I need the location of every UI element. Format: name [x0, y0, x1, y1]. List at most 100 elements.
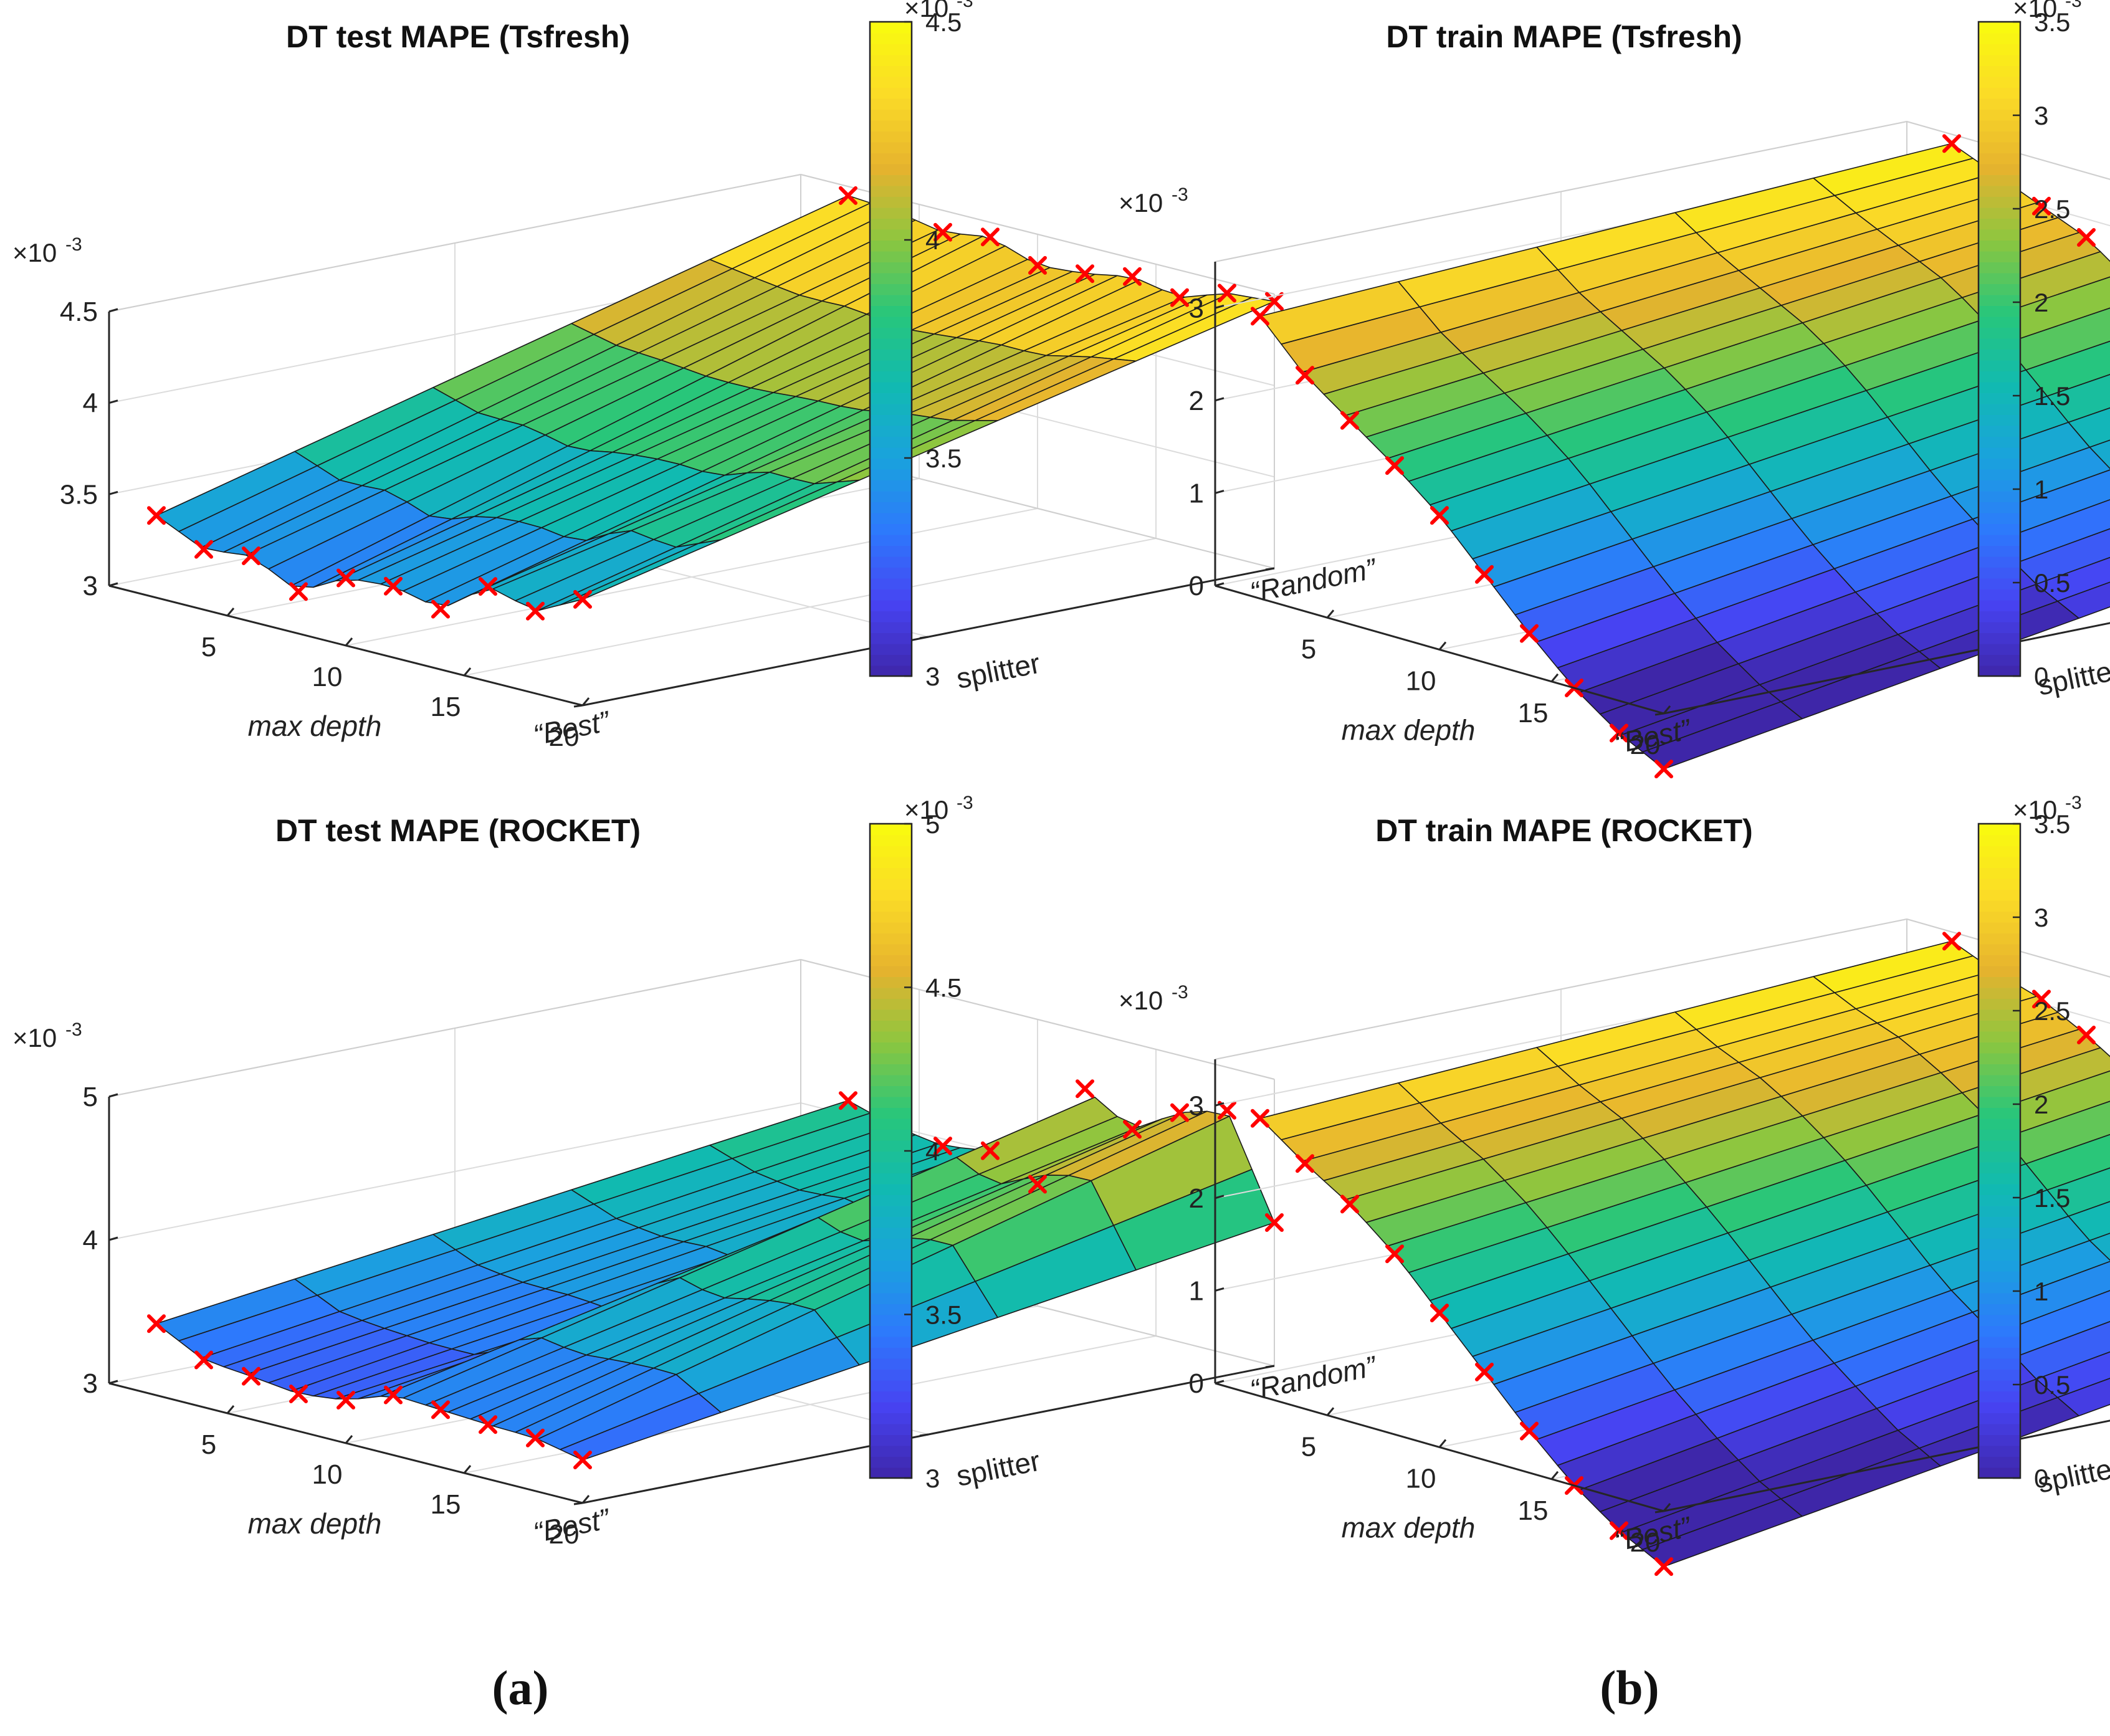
colorbar-segment [870, 665, 912, 677]
data-marker [1610, 723, 1628, 743]
colorbar-segment [1979, 1434, 2020, 1446]
colorbar-segment [870, 490, 912, 502]
marker-stroke [1265, 292, 1284, 311]
x-tick-label: 20 [1630, 1527, 1661, 1558]
colorbar-segment [1979, 1195, 2020, 1206]
marker-stroke [337, 1391, 355, 1409]
colorbar-tick-label: 1.5 [2034, 1183, 2070, 1213]
marker-stroke [839, 186, 857, 205]
colorbar-segment [870, 1140, 912, 1152]
colorbar-segment [870, 545, 912, 557]
x-tick-label: 10 [312, 662, 343, 692]
colorbar-tick-label: 2.5 [2034, 996, 2070, 1026]
colorbar-segment [1979, 1020, 2020, 1032]
x-tick-label: 20 [1630, 730, 1661, 760]
x-axis-label: max depth [1342, 714, 1476, 746]
box-edge [108, 959, 801, 1097]
data-marker [289, 582, 308, 601]
marker-stroke [2032, 196, 2051, 216]
colorbar-segment [870, 1042, 912, 1054]
marker-stroke [1610, 1521, 1628, 1540]
colorbar-segment [1979, 360, 2020, 371]
colorbar-segment [1979, 512, 2020, 524]
colorbar-segment [870, 458, 912, 470]
colorbar-segment [870, 523, 912, 535]
colorbar-segment [870, 867, 912, 879]
data-marker [337, 1391, 355, 1409]
x-tick [1550, 673, 1559, 682]
colorbar-segment [1979, 1314, 2020, 1326]
data-marker [1123, 1120, 1142, 1139]
colorbar-segment [1979, 556, 2020, 568]
colorbar-segment [1979, 1205, 2020, 1217]
data-marker [1265, 1213, 1284, 1232]
colorbar-segment [1979, 458, 2020, 470]
colorbar-segment [1979, 196, 2020, 208]
colorbar-segment [1979, 229, 2020, 241]
colorbar-segment [870, 349, 912, 361]
colorbar-segment [870, 1336, 912, 1348]
colorbar-tick-label: 3 [2034, 903, 2048, 932]
colorbar-segment [870, 933, 912, 945]
data-marker [1028, 255, 1047, 275]
data-marker [573, 1451, 592, 1469]
data-marker [1610, 1521, 1628, 1540]
y-tick [919, 636, 929, 639]
marker-stroke [431, 1400, 450, 1419]
colorbar-segment [870, 229, 912, 241]
data-marker [1942, 134, 1961, 153]
colorbar-segment [870, 305, 912, 317]
colorbar-segment [1979, 878, 2020, 890]
y-tick [1654, 1510, 1664, 1514]
data-marker [1076, 264, 1094, 284]
x-tick-label: 10 [1406, 666, 1436, 697]
z-tick-label: 3.5 [60, 479, 98, 510]
data-marker [1520, 1421, 1539, 1441]
colorbar-segment [870, 1347, 912, 1359]
colorbar-segment [870, 911, 912, 923]
colorbar-segment [1979, 1260, 2020, 1272]
colorbar-segment [1979, 98, 2020, 110]
z-tick [1215, 1287, 1224, 1292]
colorbar-segment [870, 643, 912, 655]
colorbar-segment [1979, 1445, 2020, 1457]
x-tick [581, 697, 590, 706]
colorbar-segment [1979, 44, 2020, 55]
colorbar-segment [1979, 163, 2020, 175]
colorbar-segment [870, 174, 912, 186]
colorbar-segment [870, 1216, 912, 1228]
colorbar-segment [870, 185, 912, 197]
colorbar-segment [1979, 911, 2020, 923]
markers [147, 1079, 1284, 1469]
colorbar-segment [870, 1249, 912, 1261]
colorbar-segment [1979, 534, 2020, 546]
colorbar-segment [870, 834, 912, 846]
marker-stroke [526, 601, 545, 621]
colorbar-frame [1977, 823, 2022, 1479]
x-tick [226, 1405, 235, 1414]
marker-stroke [431, 599, 450, 619]
colorbar-tick-label: 2 [2034, 1090, 2048, 1119]
marker-stroke [933, 1137, 952, 1156]
colorbar-segment [1979, 632, 2020, 644]
x-tick [1326, 1407, 1335, 1416]
data-marker [2032, 990, 2051, 1009]
colorbar-segment [870, 371, 912, 383]
colorbar-segment [870, 316, 912, 328]
colorbar-segment [1979, 943, 2020, 955]
z-exponent: ×10 [12, 1023, 57, 1052]
colorbar-segment [870, 1020, 912, 1032]
colorbar-segment [870, 889, 912, 901]
colorbar-segment [1979, 294, 2020, 306]
data-marker [1170, 1103, 1189, 1122]
marker-stroke [981, 227, 1000, 247]
colorbar-tick-label: 0 [2034, 662, 2048, 691]
x-tick-label: 10 [1406, 1464, 1436, 1494]
z-tick-label: 1 [1189, 1276, 1204, 1306]
colorbar-segment [870, 447, 912, 459]
colorbar-segment [1979, 284, 2020, 295]
colorbar-segment [870, 414, 912, 426]
marker-stroke [1430, 1304, 1449, 1323]
colorbar-segment [870, 998, 912, 1010]
